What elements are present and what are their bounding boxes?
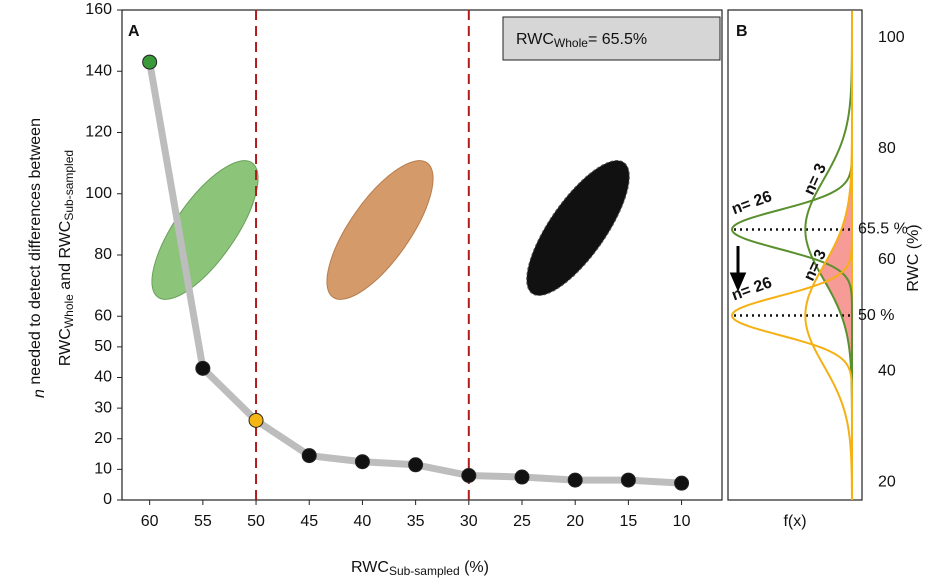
y-tick-label: 30 — [94, 399, 112, 416]
x-tick-label: 45 — [300, 513, 318, 530]
y-tick-label: 80 — [94, 246, 112, 263]
data-point — [620, 472, 636, 488]
y-axis-label-part: RWC — [57, 328, 74, 366]
x-tick-label: 55 — [194, 513, 212, 530]
x-tick-label: 35 — [407, 513, 425, 530]
x-axis-label: f(x) — [783, 513, 806, 530]
data-point — [461, 468, 477, 483]
x-axis-label: RWCSub-sampled (%) — [351, 559, 489, 578]
x-axis-label-part: Sub-sampled — [389, 564, 460, 578]
y-axis-label: n needed to detect differences between — [27, 118, 48, 398]
data-point — [195, 360, 211, 376]
data-point — [514, 469, 530, 485]
panel-label: A — [128, 23, 140, 40]
x-axis-label-part: RWC — [351, 559, 389, 576]
y-tick-label: 10 — [94, 461, 112, 478]
shift-arrow — [729, 246, 747, 292]
y-axis-label: RWC (%) — [905, 224, 922, 291]
x-tick-label: 60 — [141, 513, 159, 530]
panel-label: B — [736, 23, 748, 40]
y-tick-label: 100 — [85, 185, 112, 202]
x-tick-label: 40 — [354, 513, 372, 530]
y-axis-label-part: Whole — [62, 294, 76, 328]
leaf-images — [151, 160, 630, 300]
x-tick-label: 10 — [673, 513, 691, 530]
annotation-box — [502, 16, 721, 61]
plot-frame — [727, 9, 863, 501]
y-tick-label: 160 — [85, 1, 112, 18]
leaf-dry — [326, 160, 434, 300]
x-tick-label: 30 — [460, 513, 478, 530]
y-tick-label: 60 — [878, 251, 896, 268]
data-point — [248, 412, 264, 428]
x-tick-label: 25 — [513, 513, 531, 530]
x-tick-label: 50 — [247, 513, 265, 530]
overlap-area — [819, 11, 852, 500]
leaf-green — [151, 160, 259, 300]
y-tick-label: 50 — [94, 338, 112, 355]
y-tick-label: 60 — [94, 307, 112, 324]
y-axis-label-part: Sub-sampled — [62, 150, 76, 221]
data-point — [301, 448, 317, 464]
data-point — [674, 475, 690, 491]
density-curve — [804, 11, 853, 501]
data-point — [142, 54, 158, 70]
annotation-part: RWC — [516, 31, 554, 48]
data-point — [354, 454, 370, 470]
y-tick-label: 20 — [94, 430, 112, 447]
y-tick-label: 40 — [94, 369, 112, 386]
x-axis-label-part: (%) — [460, 559, 489, 576]
y-tick-label: 0 — [103, 491, 112, 508]
y-tick-label: 40 — [878, 362, 896, 379]
y-tick-label: 80 — [878, 140, 896, 157]
y-axis-label-part: n — [31, 389, 48, 398]
y-tick-label: 20 — [878, 473, 896, 490]
y-axis-label: RWCWhole and RWCSub-sampled — [57, 150, 76, 366]
y-tick-label: 120 — [85, 124, 112, 141]
annotation: RWCWhole= 65.5% — [516, 31, 647, 50]
x-tick-label: 15 — [619, 513, 637, 530]
annotation-part: Whole — [554, 36, 588, 50]
y-tick-label: 100 — [878, 29, 905, 46]
reference-label: 50 % — [858, 307, 894, 324]
x-tick-label: 20 — [566, 513, 584, 530]
data-point — [567, 472, 583, 488]
data-point — [408, 457, 424, 473]
y-tick-label: 140 — [85, 62, 112, 79]
leaf-binary — [526, 160, 630, 296]
y-axis-label-part: needed to detect differences between — [27, 118, 44, 389]
annotation-part: = 65.5% — [588, 31, 647, 48]
y-axis-label-part: and RWC — [57, 221, 74, 295]
reference-label: 65.5 % — [858, 221, 908, 238]
